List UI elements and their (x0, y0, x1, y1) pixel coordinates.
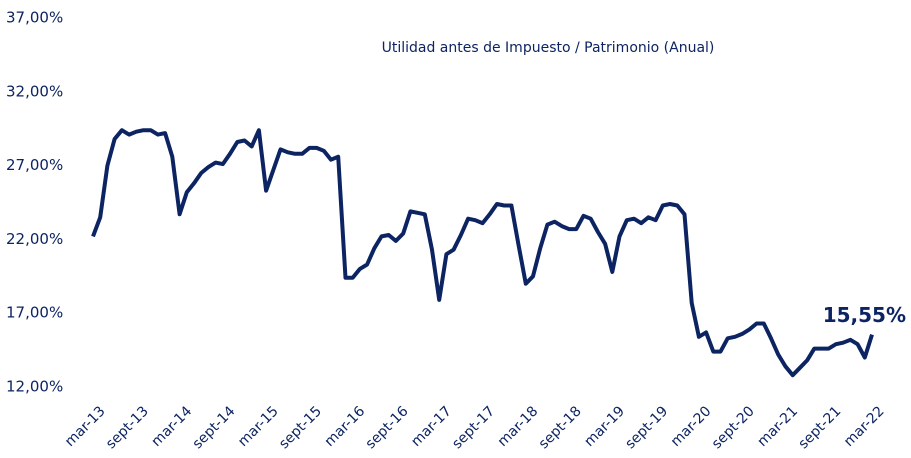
x-tick-label: mar-17 (408, 403, 455, 450)
chart-title: Utilidad antes de Impuesto / Patrimonio … (382, 40, 715, 56)
x-tick-label: sept-20 (709, 403, 758, 452)
x-tick-label: sept-18 (536, 403, 585, 452)
data-label: 15,55% (823, 303, 906, 327)
x-tick-label: sept-17 (449, 403, 498, 452)
y-tick-label: 27,00% (6, 156, 63, 174)
x-tick-label: mar-18 (495, 403, 542, 450)
x-tick-label: sept-14 (190, 403, 239, 452)
x-tick-label: mar-13 (62, 403, 109, 450)
y-tick-label: 22,00% (6, 230, 63, 248)
x-tick-label: sept-19 (622, 403, 671, 452)
x-tick-label: sept-16 (363, 403, 412, 452)
x-tick-label: mar-15 (235, 403, 282, 450)
y-tick-label: 32,00% (6, 82, 63, 100)
y-tick-label: 17,00% (6, 304, 63, 322)
x-tick-label: sept-21 (795, 403, 844, 452)
x-tick-label: mar-16 (322, 403, 369, 450)
line (91, 128, 874, 378)
y-tick-label: 37,00% (6, 9, 63, 27)
x-tick-label: mar-14 (149, 403, 196, 450)
x-tick-label: sept-13 (103, 403, 152, 452)
y-tick-label: 12,00% (6, 378, 63, 396)
x-tick-label: mar-19 (581, 403, 628, 450)
x-tick-label: mar-21 (754, 403, 801, 450)
x-tick-label: sept-15 (276, 403, 325, 452)
x-tick-label: mar-20 (668, 403, 715, 450)
x-tick-label: mar-22 (841, 403, 888, 450)
